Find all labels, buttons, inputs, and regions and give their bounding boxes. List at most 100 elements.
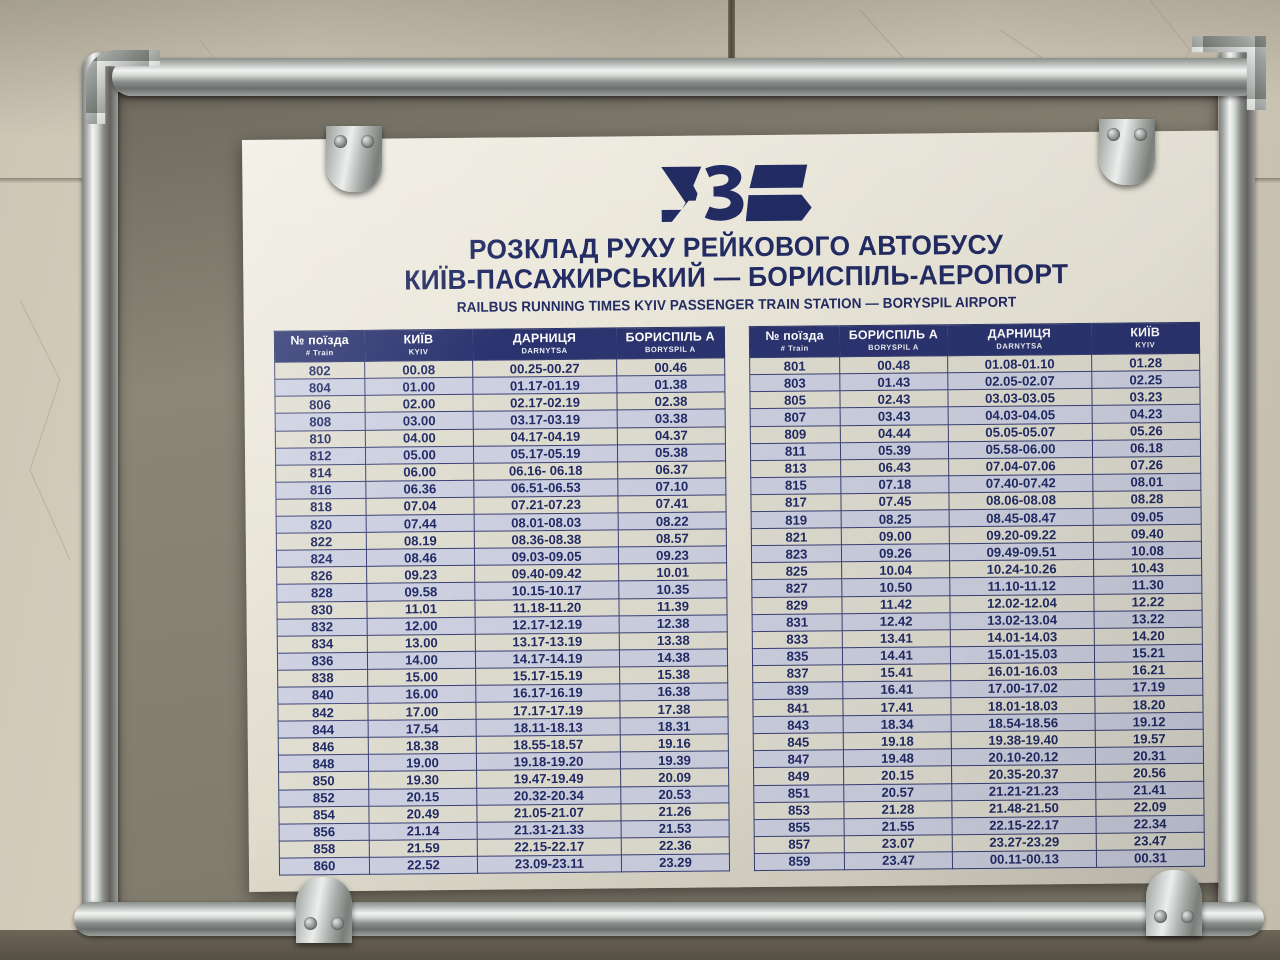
- cell-train-number: 809: [750, 425, 841, 444]
- cell-origin-time: 14.41: [842, 646, 951, 665]
- table-head: № поїзда # Train КИЇВ KYIV ДАРНИЦЯ DARNY…: [274, 327, 725, 363]
- cell-destination-time: 22.36: [621, 836, 730, 855]
- cell-darnytsa-time: 16.01-16.03: [950, 662, 1095, 681]
- frame-tube-right: [1219, 40, 1255, 930]
- cell-darnytsa-time: 22.15-22.17: [477, 837, 622, 857]
- cell-destination-time: 10.43: [1093, 558, 1202, 577]
- cell-destination-time: 08.57: [618, 528, 727, 548]
- header-sub-en: KYIV: [1135, 340, 1156, 350]
- uz-railway-logo-icon: [661, 164, 812, 222]
- cell-destination-time: 11.39: [618, 597, 728, 616]
- cell-darnytsa-time: 11.10-11.12: [949, 576, 1094, 596]
- cell-train-number: 856: [279, 823, 370, 841]
- cell-destination-time: 14.38: [619, 648, 728, 667]
- cell-darnytsa-time: 23.09-23.11: [477, 854, 622, 874]
- cell-origin-time: 17.41: [842, 697, 952, 716]
- column-header-darnytsa: ДАРНИЦЯ DARNYTSA: [472, 328, 617, 361]
- cell-train-number: 817: [750, 493, 842, 512]
- cell-origin-time: 21.59: [369, 839, 478, 858]
- cell-train-number: 859: [754, 852, 845, 871]
- cell-destination-time: 21.41: [1095, 780, 1204, 799]
- cell-darnytsa-time: 02.05-02.07: [947, 371, 1092, 391]
- table-body: 801 00.48 01.08-01.10 01.28 803 01.43 02.05-02…: [749, 353, 1205, 871]
- display-frame: РОЗКЛАД РУХУ РЕЙКОВОГО АВТОБУСУ КИЇВ-ПАС…: [64, 22, 1266, 952]
- cell-destination-time: 13.22: [1094, 609, 1203, 629]
- cell-origin-time: 03.43: [840, 407, 949, 426]
- cell-train-number: 841: [752, 698, 844, 717]
- cell-origin-time: 11.01: [366, 599, 476, 618]
- cell-origin-time: 14.00: [367, 651, 476, 670]
- poster-clamp-bottom-right[interactable]: [1146, 870, 1202, 936]
- cell-train-number: 858: [279, 840, 370, 859]
- cell-origin-time: 19.00: [368, 753, 477, 772]
- bolt-icon: [334, 135, 347, 148]
- cell-origin-time: 07.04: [365, 497, 475, 516]
- cell-darnytsa-time: 15.01-15.03: [950, 645, 1095, 664]
- cell-origin-time: 04.00: [365, 428, 474, 447]
- cell-darnytsa-time: 17.17-17.19: [475, 700, 621, 720]
- cell-darnytsa-time: 03.03-03.05: [947, 388, 1093, 408]
- cell-destination-time: 19.57: [1095, 729, 1204, 748]
- cell-darnytsa-time: 01.08-01.10: [947, 354, 1092, 374]
- cell-train-number: 847: [753, 750, 844, 769]
- cell-darnytsa-time: 10.24-10.26: [949, 559, 1094, 579]
- cell-train-number: 803: [749, 374, 840, 393]
- cell-train-number: 840: [277, 686, 368, 705]
- bolt-icon: [361, 135, 374, 148]
- cell-destination-time: 19.12: [1095, 712, 1204, 731]
- cell-origin-time: 21.55: [844, 817, 953, 836]
- cell-train-number: 844: [278, 720, 369, 739]
- cell-destination-time: 12.22: [1093, 592, 1203, 611]
- cell-darnytsa-time: 14.17-14.19: [475, 649, 620, 669]
- cell-destination-time: 09.23: [618, 546, 727, 565]
- cell-origin-time: 01.43: [839, 373, 948, 392]
- cell-darnytsa-time: 08.06-08.08: [948, 491, 1094, 510]
- cell-destination-time: 21.53: [621, 819, 730, 838]
- cell-train-number: 837: [752, 664, 843, 683]
- header-sub-en: BORYSPIL A: [644, 344, 696, 355]
- column-header-origin: КИЇВ KYIV: [364, 329, 473, 362]
- cell-destination-time: 15.38: [619, 665, 728, 684]
- cell-origin-time: 07.44: [366, 514, 475, 533]
- cell-darnytsa-time: 10.15-10.17: [474, 581, 619, 600]
- cell-train-number: 834: [277, 635, 368, 653]
- cell-train-number: 821: [751, 527, 842, 546]
- column-header-train-number: № поїзда # Train: [274, 330, 365, 363]
- cell-destination-time: 00.46: [616, 358, 725, 377]
- cell-darnytsa-time: 18.01-18.03: [950, 696, 1096, 715]
- cell-darnytsa-time: 05.17-05.19: [473, 444, 618, 464]
- cell-origin-time: 07.45: [840, 492, 950, 511]
- cell-train-number: 824: [276, 549, 367, 568]
- poster-clamp-bottom-left[interactable]: [296, 877, 352, 943]
- cell-darnytsa-time: 04.03-04.05: [948, 405, 1093, 425]
- schedule-table-kyiv-to-boryspil: № поїзда # Train КИЇВ KYIV ДАРНИЦЯ DARNY…: [273, 326, 731, 876]
- bolt-icon: [1107, 128, 1120, 141]
- cell-train-number: 857: [754, 835, 845, 854]
- cell-origin-time: 12.00: [367, 616, 476, 636]
- cell-origin-time: 05.00: [365, 445, 474, 465]
- poster-clamp-top-right[interactable]: [1099, 119, 1155, 185]
- cell-origin-time: 17.00: [367, 702, 477, 721]
- cell-darnytsa-time: 11.18-11.20: [474, 598, 620, 617]
- column-header-train-number: № поїзда # Train: [749, 325, 840, 358]
- cell-train-number: 810: [275, 429, 366, 448]
- column-header-destination: БОРИСПІЛЬ А BORYSPIL A: [616, 327, 725, 360]
- bolt-icon: [1154, 910, 1167, 923]
- cell-darnytsa-time: 20.32-20.34: [476, 786, 621, 805]
- cell-darnytsa-time: 08.01-08.03: [474, 512, 619, 532]
- cell-darnytsa-time: 07.04-07.06: [948, 457, 1093, 476]
- cell-origin-time: 15.00: [367, 668, 476, 687]
- cell-train-number: 832: [277, 617, 368, 636]
- cell-train-number: 816: [275, 481, 366, 500]
- header-main-uk: БОРИСПІЛЬ А: [848, 327, 939, 343]
- cell-destination-time: 10.08: [1093, 541, 1202, 560]
- cell-origin-time: 18.34: [843, 714, 952, 734]
- header-sub-en: DARNYTSA: [521, 345, 568, 356]
- cell-darnytsa-time: 13.17-13.19: [475, 632, 620, 652]
- bolt-icon: [304, 917, 317, 930]
- cell-darnytsa-time: 08.45-08.47: [949, 508, 1094, 527]
- cell-origin-time: 10.04: [841, 561, 950, 580]
- cell-darnytsa-time: 21.31-21.33: [477, 820, 622, 840]
- poster-clamp-top-left[interactable]: [326, 126, 382, 192]
- cell-darnytsa-time: 18.55-18.57: [476, 735, 621, 754]
